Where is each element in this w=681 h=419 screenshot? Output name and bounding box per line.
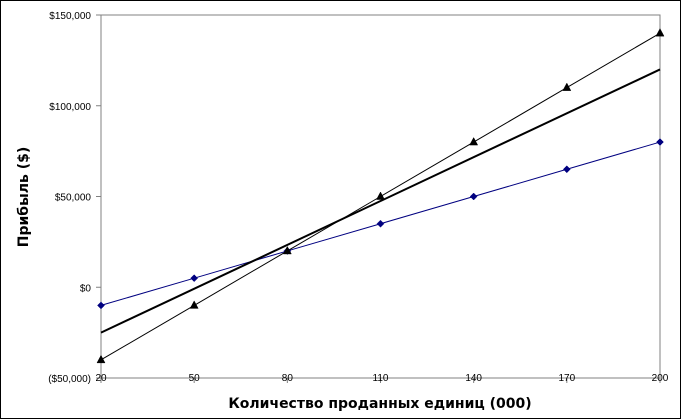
x-tick-label: 50	[189, 373, 201, 384]
diamond-marker	[97, 301, 105, 310]
x-axis-title: Количество проданных единиц (000)	[228, 396, 531, 412]
diamond-marker	[376, 219, 385, 228]
y-tick-label: $100,000	[49, 102, 91, 113]
y-tick-label: ($50,000)	[48, 374, 91, 385]
marker-layer	[96, 28, 665, 364]
diamond-marker	[190, 274, 199, 283]
y-tick-label: $0	[80, 283, 92, 294]
y-tick-label: $150,000	[49, 11, 91, 22]
diamond-marker	[656, 138, 664, 146]
triangle-marker	[376, 191, 385, 200]
x-tick-label: 170	[558, 373, 575, 384]
triangle-marker	[562, 82, 572, 91]
triangle-marker	[282, 245, 292, 255]
y-tick-label: $50,000	[55, 193, 92, 204]
triangle-marker	[655, 28, 665, 37]
x-tick-label: 140	[465, 373, 482, 384]
series-line-3	[100, 68, 661, 334]
y-axis-ticks: ($50,000) $0 $50,000 $100,000 $150,000	[48, 11, 101, 385]
x-tick-label: 20	[95, 373, 107, 384]
diamond-marker	[469, 192, 478, 201]
triangle-marker	[469, 137, 479, 146]
x-tick-label: 80	[282, 373, 294, 384]
x-tick-label: 200	[652, 373, 669, 384]
triangle-marker	[189, 300, 199, 309]
x-tick-label: 110	[373, 373, 389, 384]
y-axis-title: Прибыль ($)	[16, 147, 32, 248]
triangle-marker	[96, 354, 106, 364]
x-axis-ticks: 20 50 80 110 140 170 200	[95, 373, 668, 384]
diamond-marker	[562, 165, 571, 174]
